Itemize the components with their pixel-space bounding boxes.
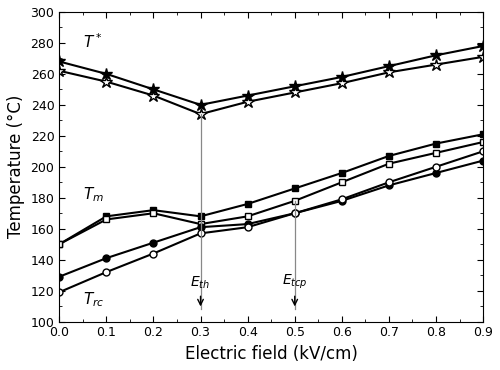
Text: $T_m$: $T_m$ [83,185,103,204]
Text: $T^*$: $T^*$ [83,32,102,51]
Y-axis label: Temperature (°C): Temperature (°C) [7,95,25,239]
X-axis label: Electric field (kV/cm): Electric field (kV/cm) [184,345,358,363]
Text: $T_{rc}$: $T_{rc}$ [83,290,104,309]
Text: $E_{th}$: $E_{th}$ [190,274,210,305]
Text: $E_{tcp}$: $E_{tcp}$ [282,272,308,305]
